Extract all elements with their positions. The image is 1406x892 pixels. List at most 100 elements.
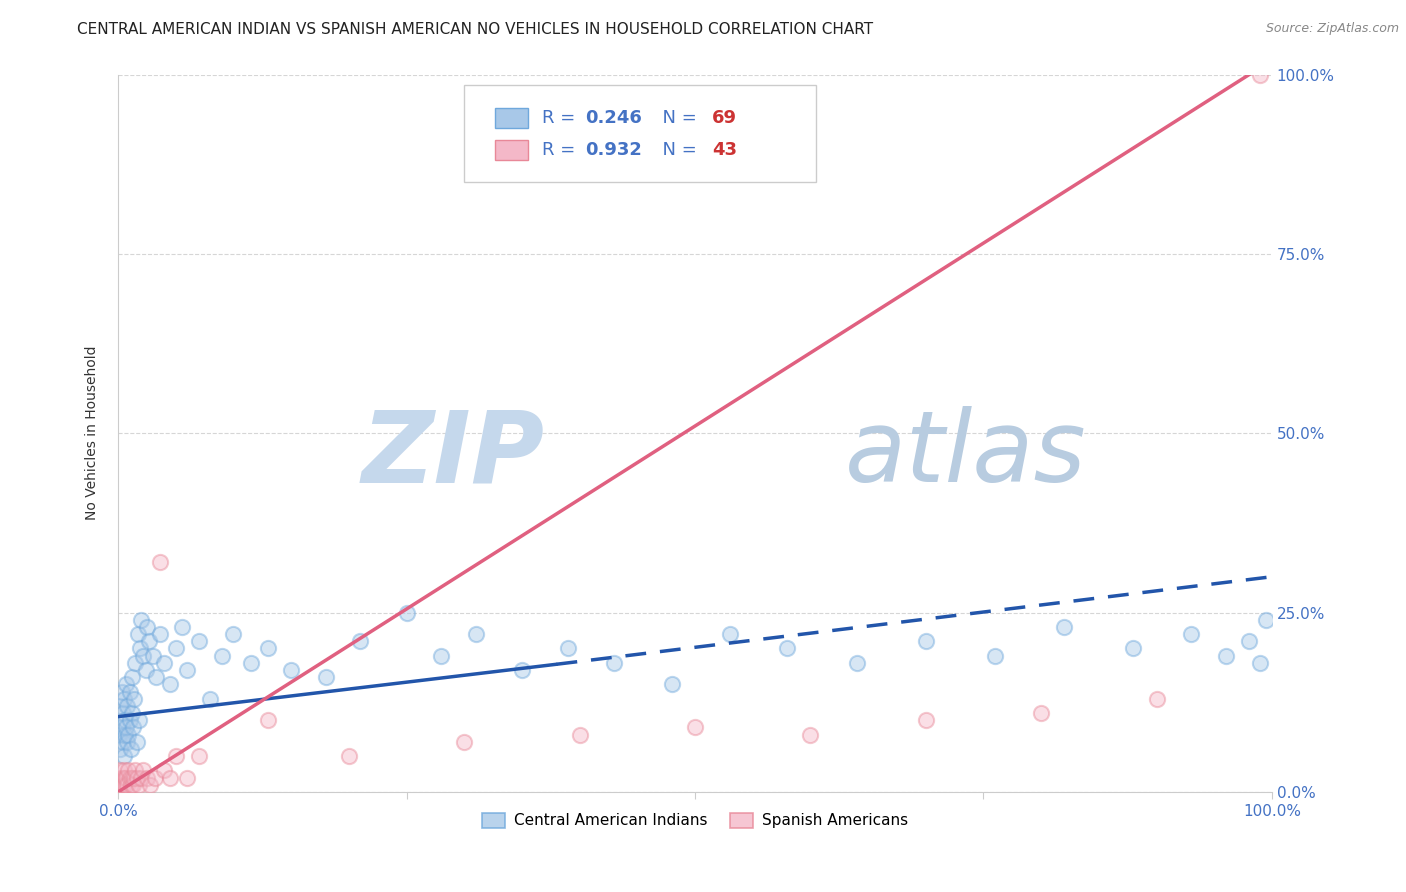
Point	[132, 648, 155, 663]
Point	[200, 691, 222, 706]
Point	[257, 641, 280, 656]
Point	[111, 771, 134, 785]
Point	[557, 641, 579, 656]
Point	[117, 778, 139, 792]
FancyBboxPatch shape	[464, 86, 815, 182]
Point	[114, 713, 136, 727]
Point	[111, 778, 134, 792]
Point	[1256, 613, 1278, 627]
Text: 43: 43	[713, 141, 737, 159]
Text: N =: N =	[651, 109, 703, 127]
Point	[110, 778, 132, 792]
Point	[149, 555, 172, 569]
Point	[176, 663, 198, 677]
Point	[110, 720, 132, 734]
FancyBboxPatch shape	[495, 108, 527, 128]
Point	[1249, 68, 1271, 82]
Point	[110, 778, 132, 792]
Point	[153, 764, 176, 778]
Point	[222, 627, 245, 641]
Point	[845, 656, 868, 670]
Point	[121, 706, 143, 720]
Text: N =: N =	[651, 141, 703, 159]
Point	[117, 735, 139, 749]
Point	[112, 749, 135, 764]
Point	[1180, 627, 1202, 641]
Point	[165, 749, 187, 764]
Point	[239, 656, 262, 670]
Point	[135, 771, 157, 785]
Point	[120, 742, 142, 756]
Point	[122, 771, 145, 785]
Point	[122, 720, 145, 734]
Point	[115, 771, 138, 785]
Point	[165, 641, 187, 656]
Point	[776, 641, 799, 656]
Point	[117, 764, 139, 778]
Point	[1053, 620, 1076, 634]
Point	[139, 778, 162, 792]
Point	[603, 656, 626, 670]
Point	[108, 728, 131, 742]
Point	[176, 771, 198, 785]
Point	[125, 735, 148, 749]
Point	[128, 713, 150, 727]
Point	[568, 728, 591, 742]
Point	[799, 728, 821, 742]
FancyBboxPatch shape	[495, 140, 527, 160]
Point	[159, 771, 181, 785]
Point	[114, 778, 136, 792]
Point	[124, 764, 146, 778]
Point	[914, 713, 936, 727]
Point	[124, 656, 146, 670]
Point	[149, 627, 172, 641]
Point	[1029, 706, 1052, 720]
Point	[280, 663, 302, 677]
Point	[122, 691, 145, 706]
Point	[115, 677, 138, 691]
Point	[110, 742, 132, 756]
Point	[464, 627, 486, 641]
Text: R =: R =	[541, 109, 581, 127]
Point	[118, 771, 141, 785]
Point	[125, 771, 148, 785]
Point	[129, 613, 152, 627]
Point	[187, 634, 209, 648]
Point	[984, 648, 1007, 663]
Point	[510, 663, 533, 677]
Point	[110, 771, 132, 785]
Text: Source: ZipAtlas.com: Source: ZipAtlas.com	[1265, 22, 1399, 36]
Point	[127, 627, 149, 641]
Point	[430, 648, 453, 663]
Point	[145, 670, 167, 684]
Point	[718, 627, 741, 641]
Text: 69: 69	[713, 109, 737, 127]
Point	[1249, 656, 1271, 670]
Text: 0.246: 0.246	[585, 109, 643, 127]
Point	[257, 713, 280, 727]
Point	[337, 749, 360, 764]
Point	[110, 698, 132, 713]
Point	[111, 735, 134, 749]
Point	[129, 771, 152, 785]
Point	[108, 771, 131, 785]
Point	[114, 728, 136, 742]
Point	[112, 778, 135, 792]
Text: 0.932: 0.932	[585, 141, 643, 159]
Point	[129, 641, 152, 656]
Point	[118, 713, 141, 727]
Text: R =: R =	[541, 141, 581, 159]
Point	[128, 778, 150, 792]
Point	[1237, 634, 1260, 648]
Point	[211, 648, 233, 663]
Point	[159, 677, 181, 691]
Point	[187, 749, 209, 764]
Point	[142, 648, 165, 663]
Point	[118, 684, 141, 698]
Point	[111, 706, 134, 720]
Y-axis label: No Vehicles in Household: No Vehicles in Household	[86, 346, 100, 521]
Point	[120, 778, 142, 792]
Legend: Central American Indians, Spanish Americans: Central American Indians, Spanish Americ…	[475, 806, 914, 835]
Point	[112, 764, 135, 778]
Text: CENTRAL AMERICAN INDIAN VS SPANISH AMERICAN NO VEHICLES IN HOUSEHOLD CORRELATION: CENTRAL AMERICAN INDIAN VS SPANISH AMERI…	[77, 22, 873, 37]
